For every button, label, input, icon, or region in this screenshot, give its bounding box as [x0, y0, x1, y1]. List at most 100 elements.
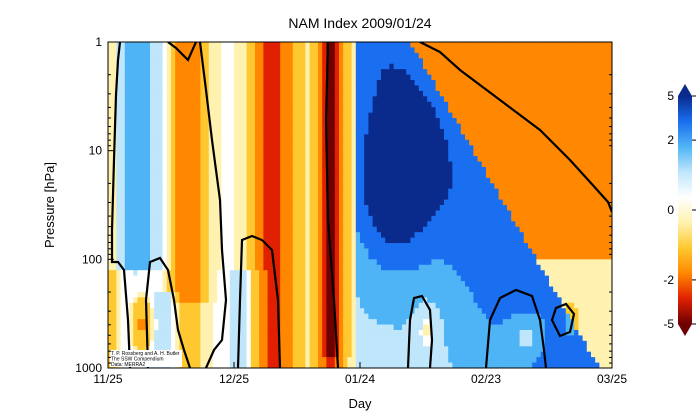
heatmap-cell: [229, 205, 235, 212]
heatmap-cell: [204, 335, 210, 342]
heatmap-cell: [175, 308, 180, 315]
heatmap-cell: [259, 85, 264, 92]
heatmap-cell: [150, 52, 155, 59]
heatmap-cell: [116, 118, 122, 125]
heatmap-cell: [267, 324, 273, 331]
heatmap-cell: [129, 69, 134, 76]
heatmap-cell: [410, 177, 416, 184]
heatmap-cell: [431, 248, 437, 255]
heatmap-cell: [406, 134, 411, 141]
heatmap-cell: [234, 183, 239, 190]
heatmap-cell: [133, 150, 138, 157]
heatmap-cell: [313, 357, 319, 364]
heatmap-cell: [141, 302, 147, 309]
heatmap-cell: [213, 101, 218, 108]
heatmap-cell: [360, 259, 365, 266]
heatmap-cell: [376, 357, 382, 364]
heatmap-cell: [276, 221, 281, 228]
heatmap-cell: [259, 42, 264, 49]
heatmap-cell: [192, 161, 197, 168]
heatmap-cell: [343, 166, 348, 173]
heatmap-cell: [267, 47, 273, 54]
heatmap-cell: [452, 150, 458, 157]
heatmap-cell: [393, 107, 399, 114]
heatmap-cell: [183, 248, 189, 255]
heatmap-cell: [200, 42, 206, 49]
heatmap-cell: [347, 177, 353, 184]
heatmap-cell: [192, 351, 197, 358]
heatmap-cell: [204, 58, 210, 65]
heatmap-cell: [276, 42, 281, 49]
heatmap-cell: [376, 118, 382, 125]
heatmap-cell: [452, 85, 458, 92]
heatmap-cell: [355, 210, 361, 217]
heatmap-cell: [175, 112, 180, 119]
heatmap-cell: [393, 47, 399, 54]
heatmap-cell: [267, 335, 273, 342]
heatmap-cell: [171, 161, 176, 168]
heatmap-cell: [284, 96, 290, 103]
heatmap-cell: [305, 324, 311, 331]
heatmap-cell: [301, 329, 306, 336]
heatmap-cell: [339, 297, 344, 304]
heatmap-cell: [423, 63, 428, 70]
heatmap-cell: [389, 329, 395, 336]
heatmap-cell: [137, 286, 143, 293]
heatmap-cell: [133, 226, 138, 233]
heatmap-cell: [284, 145, 290, 152]
heatmap-cell: [145, 215, 151, 222]
heatmap-cell: [351, 313, 357, 320]
heatmap-cell: [427, 161, 432, 168]
heatmap-cell: [179, 335, 185, 342]
heatmap-cell: [217, 324, 222, 331]
heatmap-cell: [406, 90, 411, 97]
heatmap-cell: [288, 226, 294, 233]
heatmap-cell: [284, 357, 290, 364]
heatmap-cell: [355, 199, 361, 206]
heatmap-cell: [271, 177, 277, 184]
heatmap-cell: [259, 183, 264, 190]
heatmap-cell: [343, 156, 348, 163]
heatmap-cell: [204, 248, 210, 255]
heatmap-cell: [183, 150, 189, 157]
heatmap-cell: [196, 145, 201, 152]
heatmap-cell: [225, 340, 231, 347]
heatmap-cell: [326, 177, 332, 184]
heatmap-cell: [444, 183, 449, 190]
heatmap-cell: [250, 161, 256, 168]
heatmap-cell: [137, 166, 143, 173]
heatmap-cell: [427, 47, 432, 54]
heatmap-cell: [343, 232, 348, 239]
heatmap-cell: [330, 172, 336, 179]
heatmap-cell: [347, 215, 353, 222]
heatmap-cell: [116, 291, 122, 298]
heatmap-cell: [414, 134, 420, 141]
heatmap-cell: [305, 362, 311, 368]
heatmap-cell: [322, 52, 327, 59]
heatmap-cell: [234, 205, 239, 212]
heatmap-cell: [402, 58, 407, 65]
heatmap-cell: [423, 319, 428, 326]
heatmap-cell: [368, 96, 374, 103]
heatmap-cell: [179, 194, 185, 201]
heatmap-cell: [183, 52, 189, 59]
heatmap-cell: [116, 63, 122, 70]
heatmap-cell: [402, 69, 407, 76]
heatmap-cell: [120, 96, 126, 103]
heatmap-cell: [137, 324, 143, 331]
heatmap-cell: [129, 308, 134, 315]
heatmap-cell: [129, 177, 134, 184]
heatmap-cell: [141, 123, 147, 130]
heatmap-cell: [166, 226, 172, 233]
heatmap-cell: [397, 302, 403, 309]
heatmap-cell: [120, 42, 126, 49]
heatmap-cell: [196, 259, 201, 266]
heatmap-cell: [124, 74, 130, 81]
heatmap-cell: [452, 47, 458, 54]
heatmap-cell: [385, 107, 390, 114]
heatmap-cell: [112, 319, 117, 326]
heatmap-cell: [242, 112, 248, 119]
heatmap-cell: [423, 351, 428, 358]
heatmap-cell: [444, 128, 449, 135]
heatmap-cell: [246, 63, 252, 70]
